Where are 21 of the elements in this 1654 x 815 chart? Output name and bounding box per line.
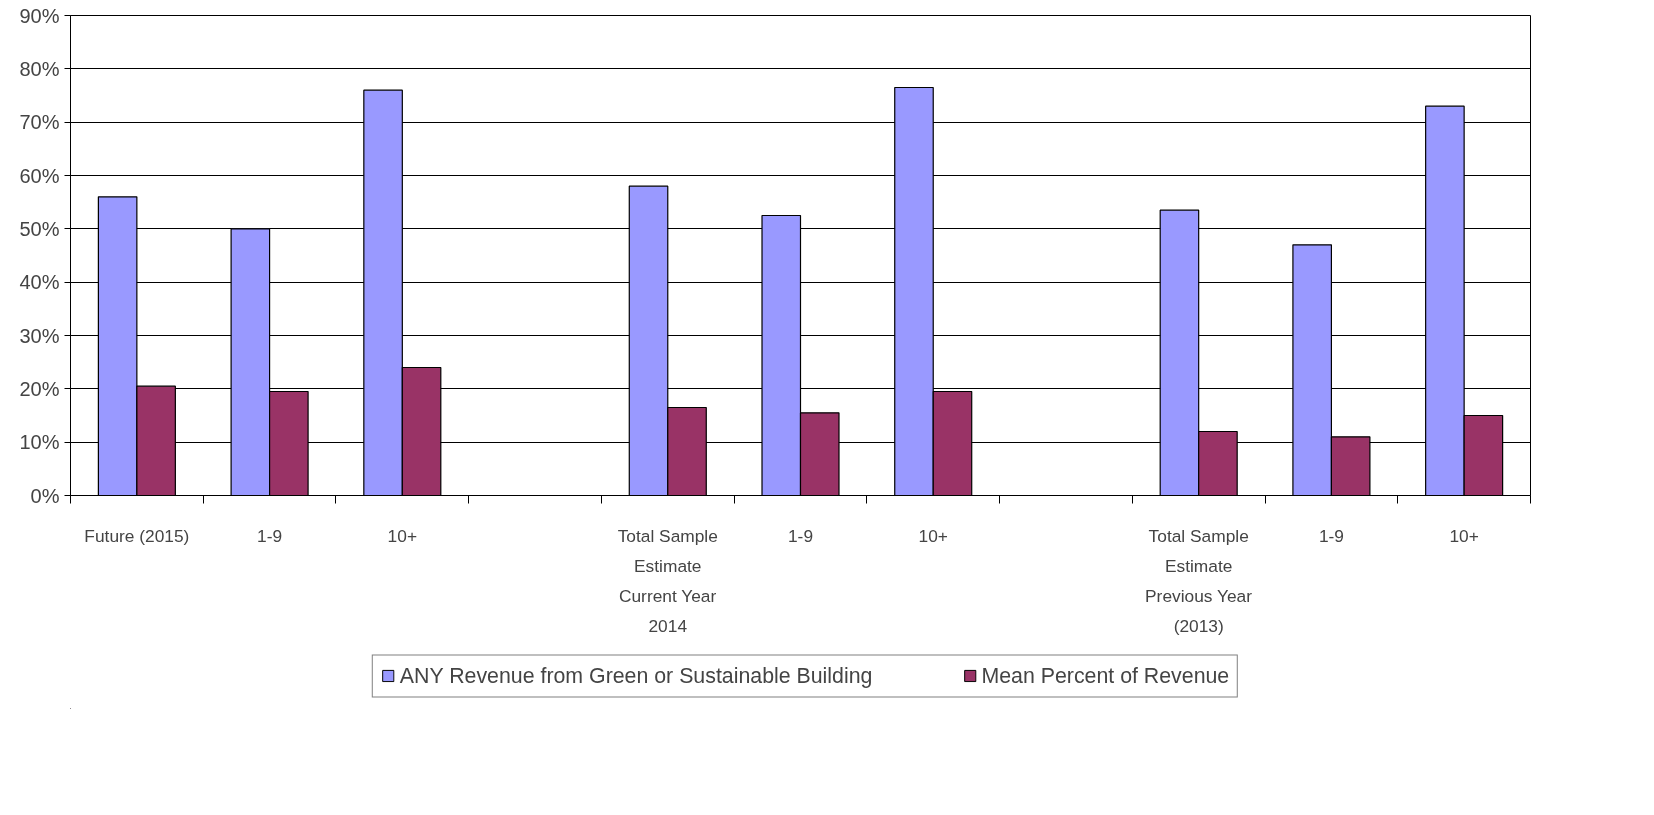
y-tick-label: 10%	[19, 431, 60, 454]
y-tick-label: 40%	[19, 271, 60, 294]
x-tick-label: Total Sample Estimate Previous Year (2013)	[1145, 525, 1253, 636]
x-tick-label: 10+	[918, 525, 948, 546]
x-tick-label: 1-9	[1318, 525, 1344, 546]
y-tick-label: 90%	[19, 4, 60, 27]
x-tick-label: 10+	[1449, 525, 1479, 546]
x-tick-label: 10+	[387, 525, 418, 546]
y-tick-label: 0%	[30, 484, 60, 507]
x-tick-label: 1-9	[257, 525, 283, 546]
x-tick-label: Future (2015)	[84, 525, 190, 546]
y-tick-label: 60%	[19, 164, 60, 187]
y-tick-label: 70%	[19, 111, 60, 134]
y-tick-label: 30%	[19, 324, 60, 347]
legend-label: ANY Revenue from Green or Sustainable Building	[399, 663, 873, 688]
y-tick-label: 80%	[19, 57, 60, 80]
legend-label: Mean Percent of Revenue	[981, 663, 1230, 688]
x-tick-label: Total Sample Estimate Current Year 2014	[617, 525, 718, 636]
y-tick-label: 20%	[19, 377, 60, 400]
y-tick-label: 50%	[19, 217, 60, 240]
x-tick-label: 1-9	[787, 525, 814, 546]
